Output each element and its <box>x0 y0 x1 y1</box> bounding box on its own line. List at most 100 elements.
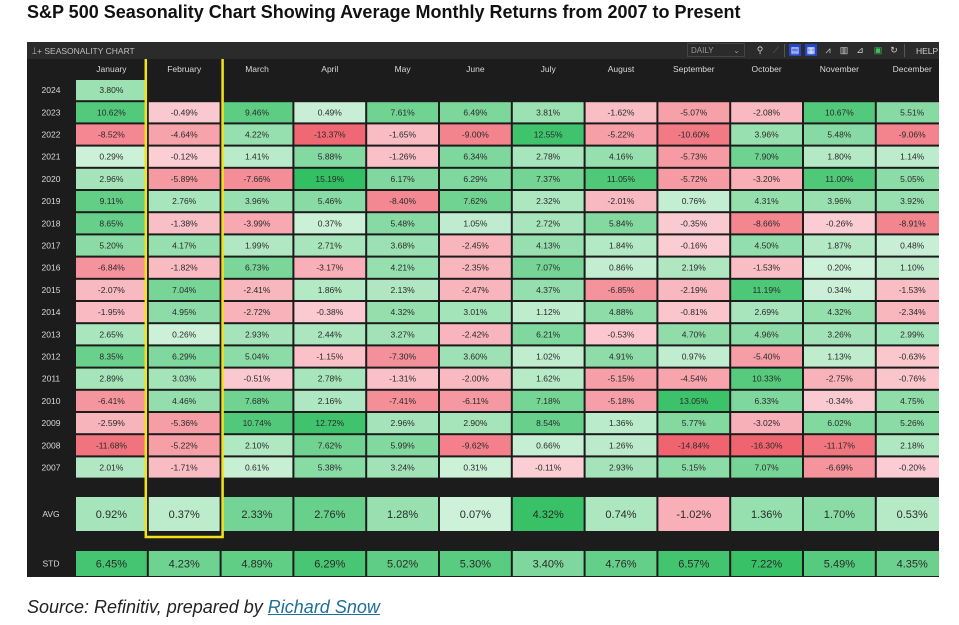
heatmap-cell <box>803 123 876 146</box>
bar-chart-icon[interactable]: ▥ <box>839 45 849 55</box>
heatmap-cell <box>293 456 367 479</box>
cell-value: 4.50% <box>755 241 780 251</box>
heatmap-cell <box>584 278 658 302</box>
chart-app-icon: ⟘+ <box>32 46 42 56</box>
heatmap-cell <box>803 167 876 191</box>
cell-value: -2.08% <box>753 107 780 117</box>
cell-value: 2.44% <box>318 329 343 339</box>
heatmap-cell <box>511 301 585 324</box>
cell-value: 7.18% <box>536 396 561 406</box>
cell-value: -6.11% <box>462 396 489 406</box>
pin-icon[interactable]: ⚲ <box>756 45 764 55</box>
heatmap-cell <box>657 412 731 435</box>
cell-value: -6.69% <box>826 463 853 473</box>
cell-value: -2.41% <box>244 285 271 295</box>
heatmap-cell <box>875 345 939 368</box>
line-chart-icon[interactable]: ⩘ <box>825 45 831 55</box>
heatmap-cell <box>366 301 440 324</box>
summary-value: 4.32% <box>533 509 564 521</box>
frequency-dropdown[interactable]: DAILY ⌄ <box>687 43 745 57</box>
cell-value: 0.31% <box>463 463 488 473</box>
column-header: July <box>541 64 557 74</box>
summary-cell <box>75 496 148 532</box>
cell-value: -16.30% <box>751 440 783 450</box>
summary-cell <box>220 550 294 577</box>
cell-value: 0.76% <box>682 196 707 206</box>
grid-view-icon[interactable]: ▦ <box>805 44 817 56</box>
cell-value: 4.17% <box>172 241 197 251</box>
summary-row-label: STD <box>43 559 60 569</box>
cell-value: -0.26% <box>826 218 853 228</box>
heatmap-cell <box>803 434 876 457</box>
cell-value: -9.06% <box>899 130 926 140</box>
table-view-icon[interactable]: ▤ <box>789 44 801 56</box>
summary-cell <box>293 550 367 577</box>
cell-value: 2.89% <box>99 374 124 384</box>
chart-settings-icon[interactable]: ⊿ <box>856 45 864 55</box>
heatmap-cell <box>439 456 512 479</box>
cell-value: 1.05% <box>463 218 488 228</box>
row-label: 2020 <box>42 174 61 184</box>
cell-value: -0.51% <box>244 374 271 384</box>
author-link[interactable]: Richard Snow <box>267 597 380 617</box>
cell-value: 4.32% <box>827 307 852 317</box>
heatmap-cell <box>511 145 585 168</box>
heatmap-cell <box>584 234 658 257</box>
heatmap-cell <box>75 434 148 457</box>
cell-value: 7.04% <box>172 285 197 295</box>
heatmap-cell <box>439 412 512 435</box>
cell-value: -5.40% <box>753 352 780 362</box>
cell-value: 6.29% <box>463 174 488 184</box>
column-header: May <box>395 64 412 74</box>
summary-cell <box>75 550 148 577</box>
row-label: 2008 <box>42 440 61 450</box>
summary-value: 1.36% <box>751 509 782 521</box>
trend-icon[interactable]: ⟋ <box>772 45 780 55</box>
cell-value: 12.55% <box>534 130 563 140</box>
heatmap-cell <box>75 256 148 279</box>
cell-value: 7.07% <box>536 263 561 273</box>
refresh-icon[interactable]: ↻ <box>890 45 898 55</box>
cell-value: 2.93% <box>245 329 270 339</box>
heatmap-cell <box>439 389 512 412</box>
heatmap-cell <box>293 190 367 213</box>
cell-value: -5.18% <box>608 396 635 406</box>
heatmap-cell <box>293 323 367 346</box>
cell-value: -0.53% <box>608 329 635 339</box>
heatmap-cell <box>293 367 367 390</box>
heatmap-cell <box>730 234 804 257</box>
cell-value: 4.46% <box>172 396 197 406</box>
summary-cell <box>803 550 876 577</box>
cell-value: 10.33% <box>752 374 781 384</box>
heatmap-cell <box>875 456 939 479</box>
help-button[interactable]: HELP <box>916 46 939 56</box>
chart-toolbar: ⟘+ SEASONALITY CHART DAILY ⌄ ⚲ ⟋ ▤ ▦ ⩘ ▥… <box>27 42 939 59</box>
heatmap-cell <box>293 345 367 368</box>
column-header: June <box>466 64 485 74</box>
row-label: 2017 <box>42 241 61 251</box>
heatmap-cell <box>511 278 585 302</box>
heatmap-cell <box>147 190 221 213</box>
cell-value: 3.03% <box>172 374 197 384</box>
heatmap-cell <box>803 278 876 302</box>
cell-value: 0.49% <box>318 107 343 117</box>
cell-value: -2.59% <box>98 418 125 428</box>
cell-value: 6.02% <box>827 418 852 428</box>
cell-value: 7.90% <box>755 152 780 162</box>
cell-value: -2.07% <box>98 285 125 295</box>
heatmap-cell <box>657 345 731 368</box>
export-excel-icon[interactable]: ▣ <box>873 45 883 55</box>
cell-value: 2.18% <box>900 440 925 450</box>
cell-value: -7.30% <box>389 352 416 362</box>
cell-value: -6.41% <box>98 396 125 406</box>
heatmap-cell <box>657 256 731 279</box>
heatmap-cell <box>366 345 440 368</box>
heatmap-cell <box>220 190 294 213</box>
cell-value: 5.15% <box>682 463 707 473</box>
row-label: 2010 <box>42 396 61 406</box>
cell-value: -2.34% <box>899 307 926 317</box>
heatmap-cell <box>584 145 658 168</box>
heatmap-cell <box>220 167 294 191</box>
heatmap-cell <box>875 389 939 412</box>
heatmap-cell <box>875 412 939 435</box>
